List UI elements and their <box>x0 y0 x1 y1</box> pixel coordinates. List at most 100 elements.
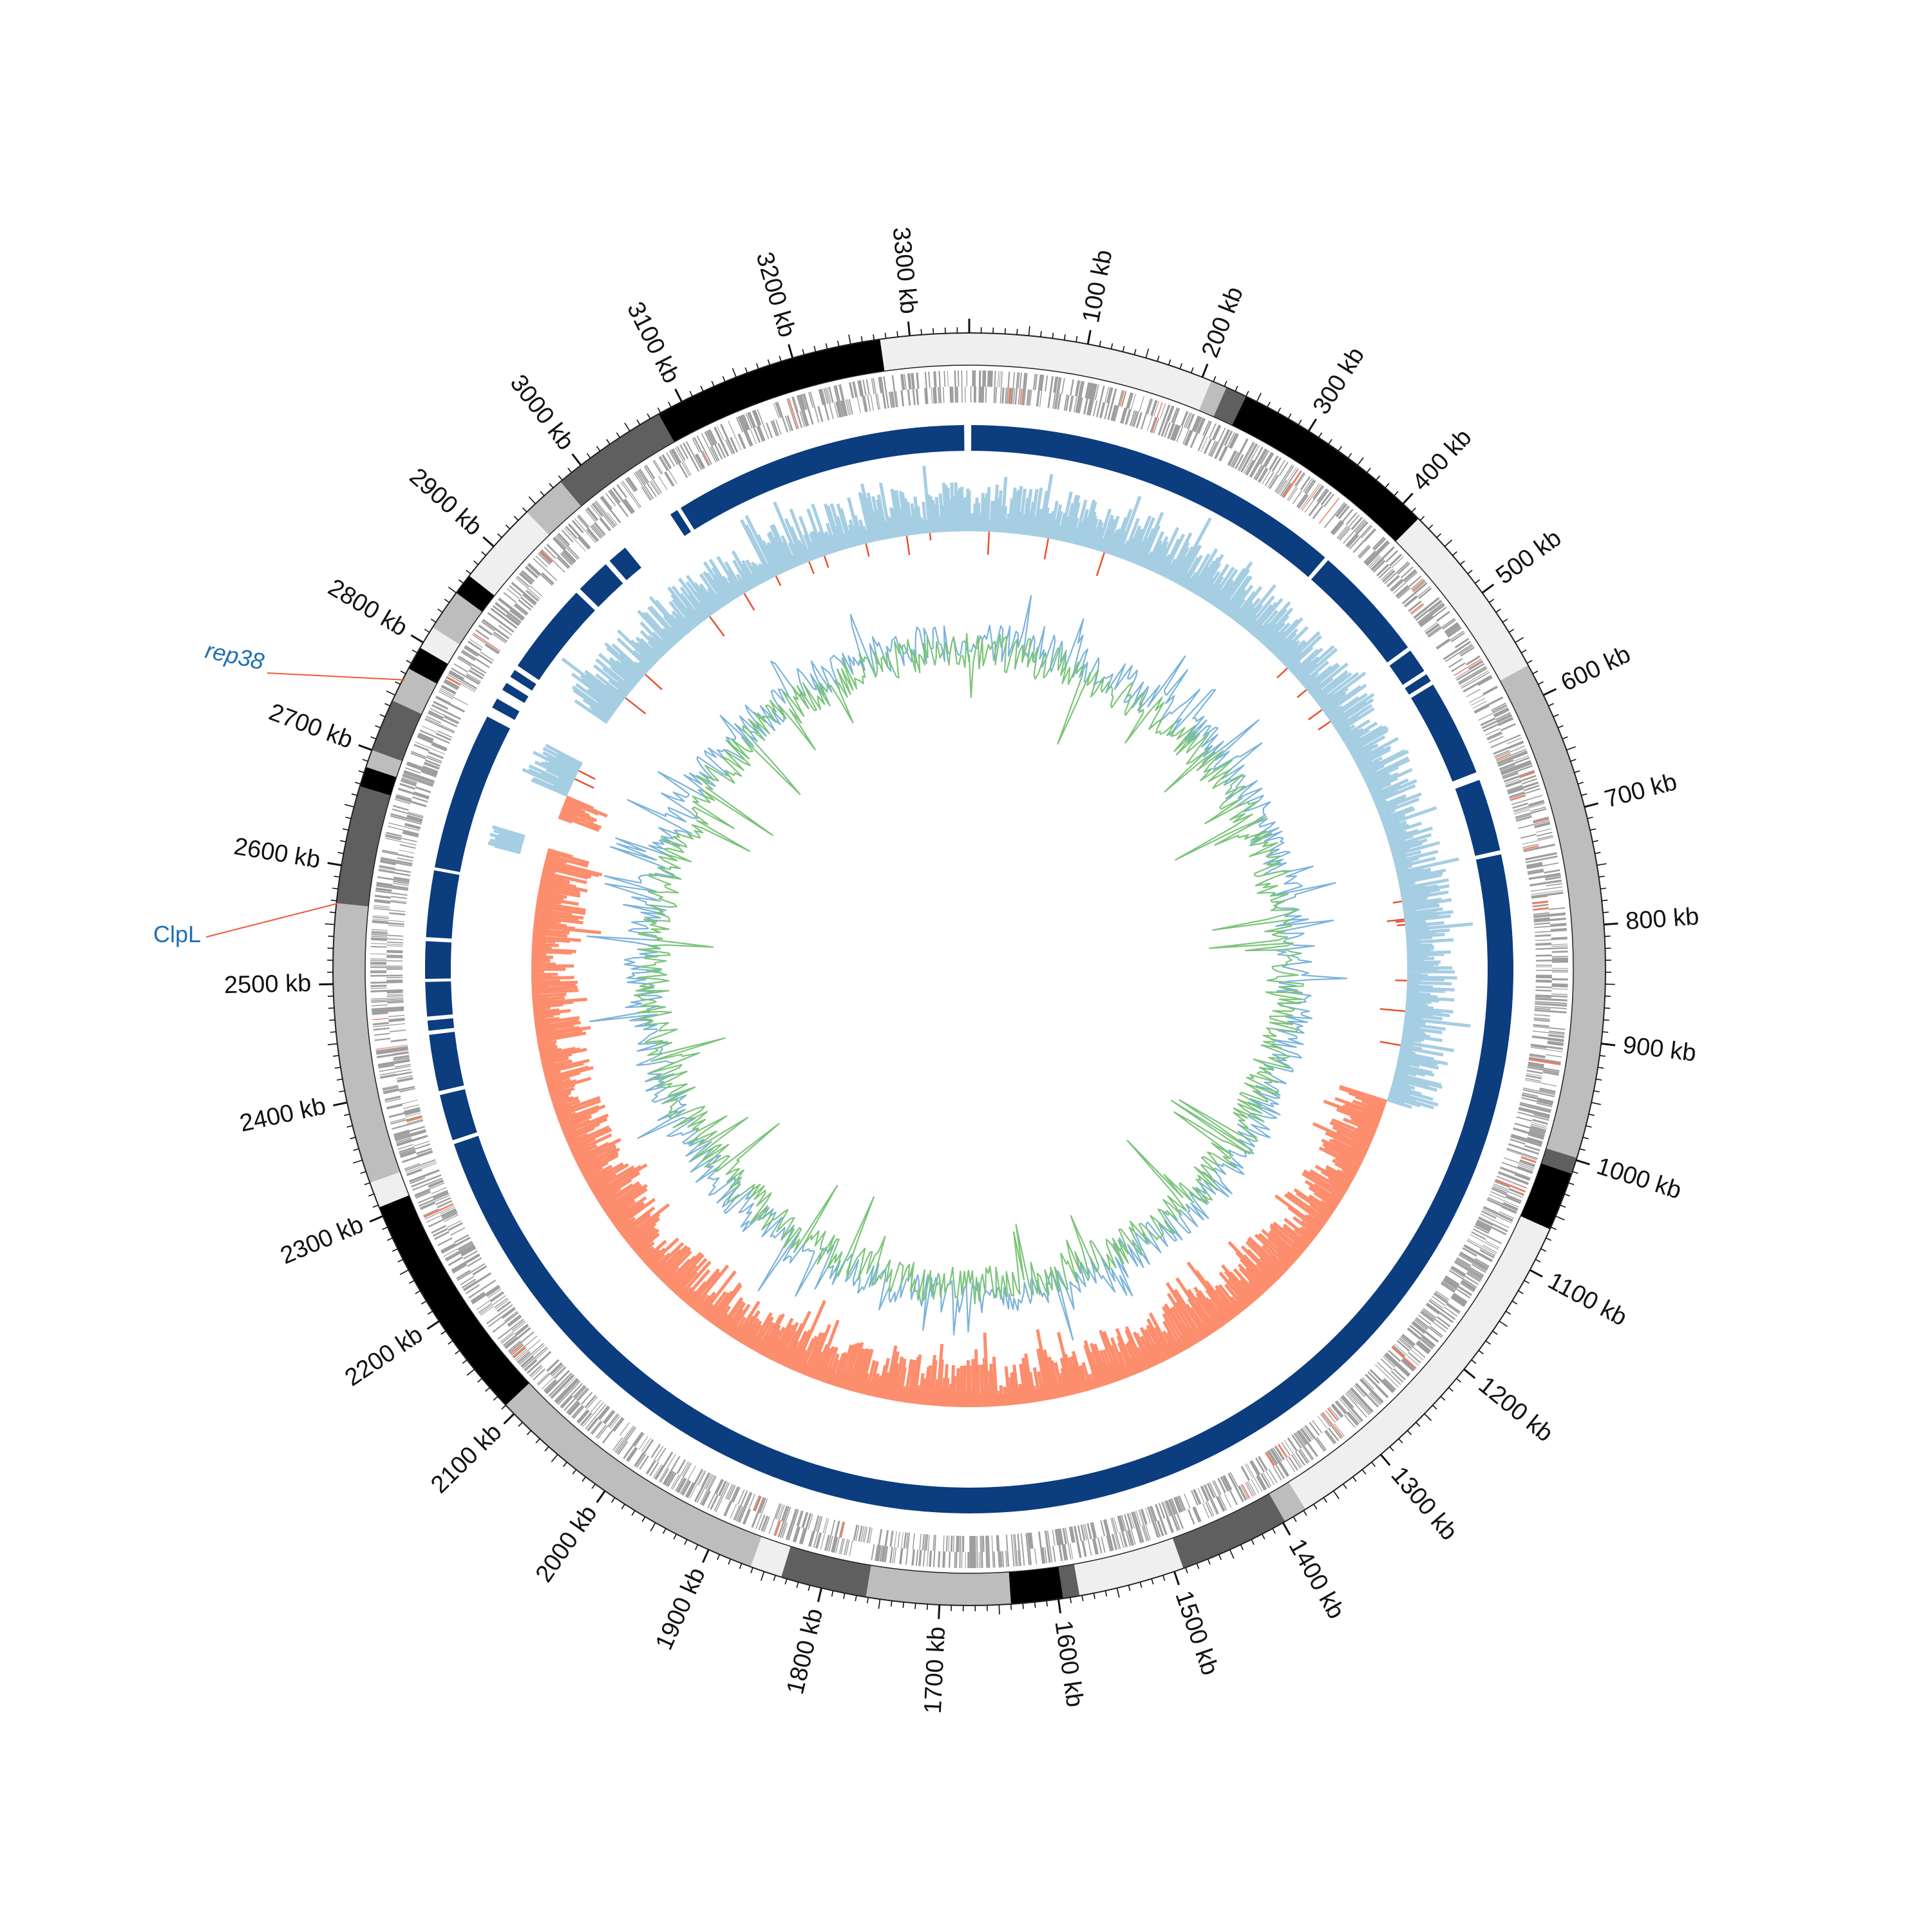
gene-feature <box>1335 503 1347 517</box>
gene-feature <box>388 822 420 831</box>
tick-mark <box>933 328 934 334</box>
tick-mark <box>325 923 335 925</box>
gene-feature <box>1393 571 1418 594</box>
tick-mark <box>406 659 412 664</box>
gene-feature <box>518 599 532 611</box>
gene-feature <box>386 950 403 952</box>
gene-feature <box>1548 1034 1565 1038</box>
tick-mark <box>907 321 911 336</box>
gene-feature <box>772 420 779 436</box>
gene-feature <box>404 1159 436 1171</box>
gene-feature <box>546 1359 560 1372</box>
gene-feature <box>402 775 433 787</box>
gene-feature <box>1005 1535 1010 1567</box>
gene-feature <box>390 900 407 903</box>
gene-feature <box>1551 945 1568 947</box>
gene-feature <box>918 1549 922 1566</box>
tick-mark <box>415 1290 421 1294</box>
gene-feature <box>1008 388 1012 404</box>
gene-feature <box>1039 374 1044 391</box>
gene-feature <box>1368 555 1380 567</box>
position-label: 400 kb <box>1407 424 1477 496</box>
gene-feature <box>650 480 661 495</box>
gene-feature <box>1074 1526 1082 1558</box>
gene-feature <box>495 602 522 624</box>
gene-feature <box>627 1447 638 1463</box>
gene-feature <box>594 501 616 527</box>
gene-feature <box>612 1437 623 1451</box>
gene-feature <box>383 1088 399 1093</box>
gene-feature <box>916 372 920 389</box>
tick-mark <box>462 1359 468 1364</box>
gene-feature <box>1251 1460 1261 1475</box>
gene-feature <box>1133 1511 1144 1543</box>
gene-feature <box>472 1265 488 1276</box>
gene-feature <box>1481 1210 1497 1219</box>
tick-mark <box>1347 453 1352 459</box>
gene-feature <box>1288 487 1298 502</box>
position-label: 100 kb <box>1077 248 1118 325</box>
gene-feature <box>443 1214 459 1222</box>
gene-feature <box>1370 546 1395 571</box>
gene-feature <box>753 410 762 426</box>
gene-feature <box>386 977 403 979</box>
gene-feature <box>386 941 403 943</box>
gene-feature <box>1246 446 1264 476</box>
gene-feature <box>1454 1261 1482 1280</box>
gene-feature <box>574 518 596 544</box>
gene-feature <box>370 987 387 989</box>
gene-feature <box>1235 454 1244 469</box>
gene-feature <box>997 1535 1001 1567</box>
gene-feature <box>1358 545 1371 559</box>
tick-mark <box>505 524 511 529</box>
gene-feature <box>1330 520 1343 534</box>
gene-feature <box>967 1551 969 1568</box>
gene-feature <box>1329 1406 1340 1420</box>
gene-feature <box>1384 561 1409 585</box>
gene-feature <box>1492 1186 1508 1195</box>
gene-feature <box>1495 753 1511 761</box>
gene-feature <box>639 1455 649 1470</box>
gene-feature <box>448 1256 463 1266</box>
gene-feature <box>682 1481 692 1496</box>
gene-feature <box>370 953 387 955</box>
gene-feature <box>1498 1171 1529 1185</box>
gene-feature <box>1280 468 1299 497</box>
gene-feature <box>991 1535 994 1568</box>
gene-feature <box>641 1437 652 1452</box>
gene-feature <box>889 392 893 408</box>
gene-feature <box>526 1350 552 1374</box>
gene-feature <box>922 1534 925 1551</box>
tick-mark <box>631 1510 636 1516</box>
gene-feature <box>1088 383 1094 399</box>
gene-feature <box>1432 1296 1446 1306</box>
gene-feature <box>1341 1395 1354 1408</box>
gene-feature <box>1204 1484 1219 1515</box>
gene-feature <box>950 1535 953 1552</box>
gene-feature <box>717 442 726 459</box>
gene-feature <box>715 1482 730 1512</box>
gene-feature <box>388 1018 405 1021</box>
gene-feature <box>457 657 472 667</box>
gene-feature <box>371 931 388 934</box>
gene-feature <box>1477 676 1493 687</box>
gene-feature <box>413 743 430 752</box>
gene-feature <box>1365 1373 1389 1398</box>
gene-feature <box>372 929 388 931</box>
gene-feature <box>766 422 773 439</box>
gene-feature <box>1246 1481 1255 1497</box>
tick-mark <box>1235 386 1238 392</box>
gene-feature <box>969 1535 971 1568</box>
gene-feature <box>926 1534 930 1567</box>
gene-feature <box>844 1539 848 1555</box>
tick-mark <box>339 1090 345 1093</box>
contig-segment <box>1396 518 1529 681</box>
gene-feature <box>1382 1379 1396 1392</box>
tick-mark <box>657 407 661 413</box>
gene-feature <box>1013 388 1016 404</box>
tick-mark <box>1389 1446 1394 1452</box>
gene-feature <box>518 1343 544 1365</box>
gene-feature <box>1322 1412 1343 1438</box>
gene-feature <box>679 1465 696 1494</box>
gene-feature <box>845 1539 850 1556</box>
